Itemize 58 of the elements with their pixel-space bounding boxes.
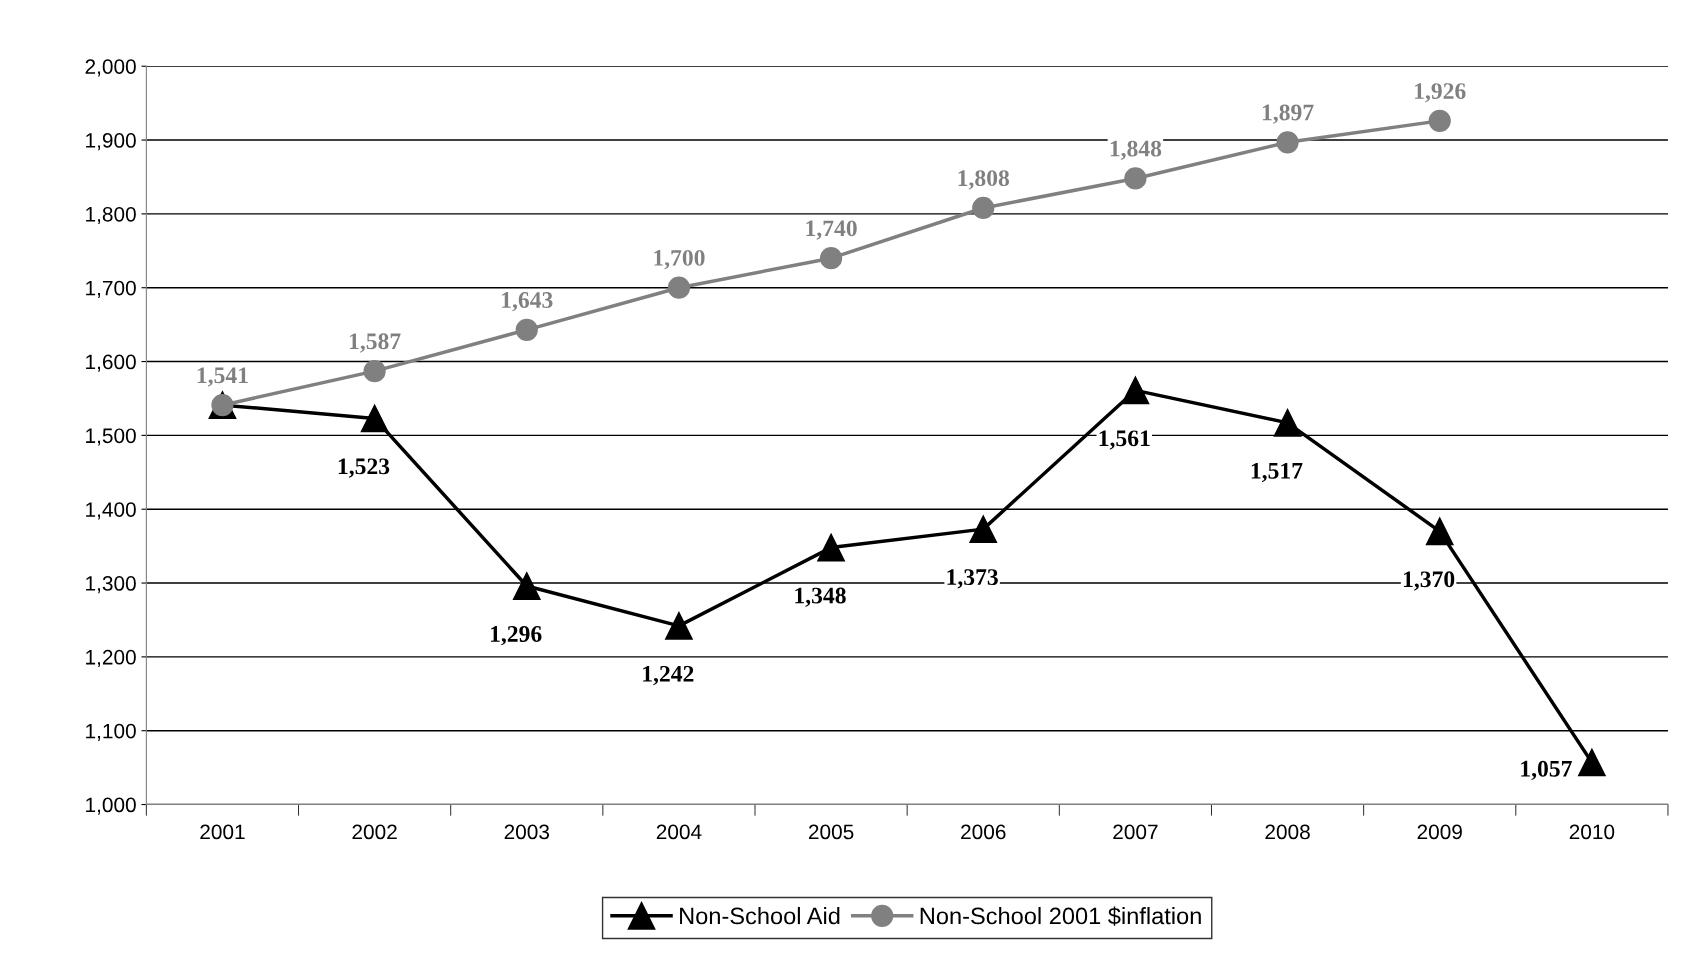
data-label: 1,296 xyxy=(490,626,542,646)
data-label: 1,643 xyxy=(502,292,553,312)
point xyxy=(969,515,998,544)
legend-label: Non-School Aid xyxy=(680,906,840,925)
x-tick-label: 2008 xyxy=(1265,824,1310,840)
data-label: 1,700 xyxy=(654,249,705,270)
data-label: 1,057 xyxy=(1521,760,1572,781)
point xyxy=(1276,131,1299,154)
data-label: 1,740 xyxy=(806,220,857,240)
data-label: 1,897 xyxy=(1262,104,1314,124)
x-tick-label: 2003 xyxy=(504,824,550,840)
point xyxy=(1121,376,1150,405)
data-label: 1,848 xyxy=(1110,140,1162,161)
legend-label: Non-School 2001 $inflation xyxy=(920,906,1201,926)
x-tick-label: 2004 xyxy=(656,824,702,840)
data-label: 1,808 xyxy=(958,170,1010,190)
x-tick-label: 2009 xyxy=(1417,824,1462,840)
point xyxy=(1425,517,1454,546)
data-label: 1,370 xyxy=(1403,571,1455,591)
point xyxy=(819,247,843,270)
x-tick-label: 2002 xyxy=(352,824,397,840)
point xyxy=(1273,408,1302,437)
data-label: 1,561 xyxy=(1099,430,1150,450)
data-label: 1,242 xyxy=(643,665,694,686)
y-tick-label: 1,300 xyxy=(86,576,136,594)
y-tick-label: 1,000 xyxy=(86,797,136,815)
point xyxy=(360,404,389,433)
y-tick-label: 1,600 xyxy=(86,354,136,372)
x-tick-label: 2007 xyxy=(1113,824,1158,840)
y-tick-label: 1,700 xyxy=(86,280,136,298)
data-label: 1,373 xyxy=(947,569,998,589)
point xyxy=(1124,167,1147,190)
point xyxy=(667,276,691,299)
point xyxy=(515,318,538,341)
data-label: 1,523 xyxy=(338,458,390,478)
x-tick-label: 2001 xyxy=(200,824,245,840)
point xyxy=(512,572,541,600)
data-label: 1,587 xyxy=(349,333,401,353)
point xyxy=(817,533,845,562)
data-label: 1,517 xyxy=(1251,462,1303,483)
data-label: 1,541 xyxy=(197,367,248,387)
x-tick-label: 2010 xyxy=(1569,824,1615,840)
y-tick-label: 1,500 xyxy=(86,428,136,446)
data-label: 1,348 xyxy=(795,587,846,607)
point xyxy=(972,196,995,220)
point xyxy=(1577,748,1606,777)
data-label: 1,926 xyxy=(1415,83,1466,103)
x-tick-label: 2006 xyxy=(961,824,1006,840)
point xyxy=(1428,109,1451,132)
y-tick-label: 1,400 xyxy=(86,502,136,520)
y-tick-label: 1,200 xyxy=(86,649,136,668)
point xyxy=(363,360,386,383)
y-tick-label: 1,900 xyxy=(86,133,136,151)
y-tick-label: 1,800 xyxy=(86,206,136,225)
x-tick-label: 2005 xyxy=(808,824,854,840)
y-tick-label: 2,000 xyxy=(85,59,136,77)
point xyxy=(665,611,693,640)
y-tick-label: 1,100 xyxy=(86,723,136,741)
